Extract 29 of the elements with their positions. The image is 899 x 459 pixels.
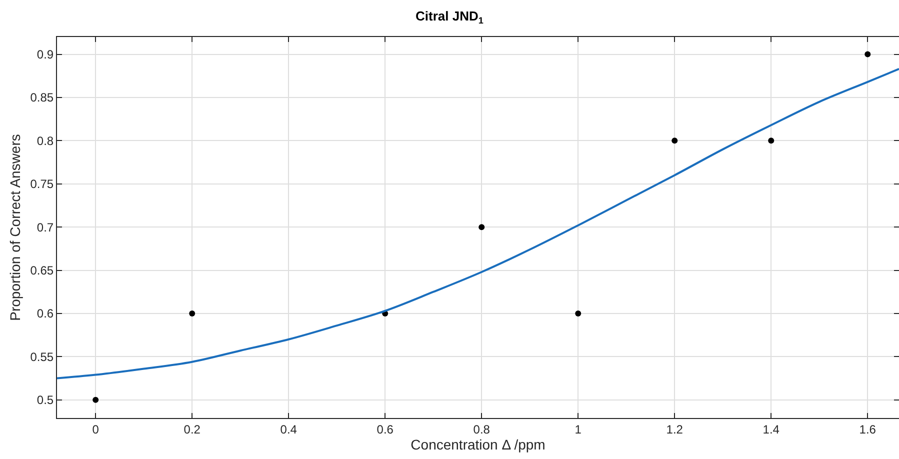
x-tick-label: 0.6 xyxy=(376,422,394,436)
x-tick-label: 1.6 xyxy=(859,422,876,436)
y-tick-label: 0.6 xyxy=(36,306,54,321)
x-tick-label: 1 xyxy=(574,422,582,436)
point xyxy=(189,310,196,316)
x-tick-label: 0.2 xyxy=(184,422,201,436)
chart-title: Citral JND$_{1}$ xyxy=(416,8,484,26)
point xyxy=(864,51,871,58)
y-tick-label: 0.7 xyxy=(36,220,54,234)
point xyxy=(575,310,582,316)
line-series xyxy=(57,68,899,380)
y-axis-title: Proportion of Correct Answers xyxy=(6,134,23,321)
x-tick-label: 0.4 xyxy=(280,422,298,436)
point xyxy=(672,138,678,144)
x-tick-label: 1.2 xyxy=(666,422,684,436)
x-tick-label: 0.8 xyxy=(473,422,490,436)
y-tick-label: 0.5 xyxy=(36,393,54,408)
y-tick-label: 0.85 xyxy=(30,90,54,105)
y-tick-label: 0.75 xyxy=(30,177,54,192)
point xyxy=(92,396,99,403)
x-tick-label: 0 xyxy=(92,422,100,436)
y-tick-label: 0.55 xyxy=(30,350,54,364)
point xyxy=(478,224,485,230)
y-tick-label: 0.8 xyxy=(36,134,54,148)
point xyxy=(768,138,774,144)
x-tick-label: 1.4 xyxy=(762,422,780,436)
x-axis-title: Concentration Δ /ppm xyxy=(410,436,546,453)
y-tick-label: 0.9 xyxy=(36,47,54,62)
y-tick-label: 0.65 xyxy=(30,263,54,278)
